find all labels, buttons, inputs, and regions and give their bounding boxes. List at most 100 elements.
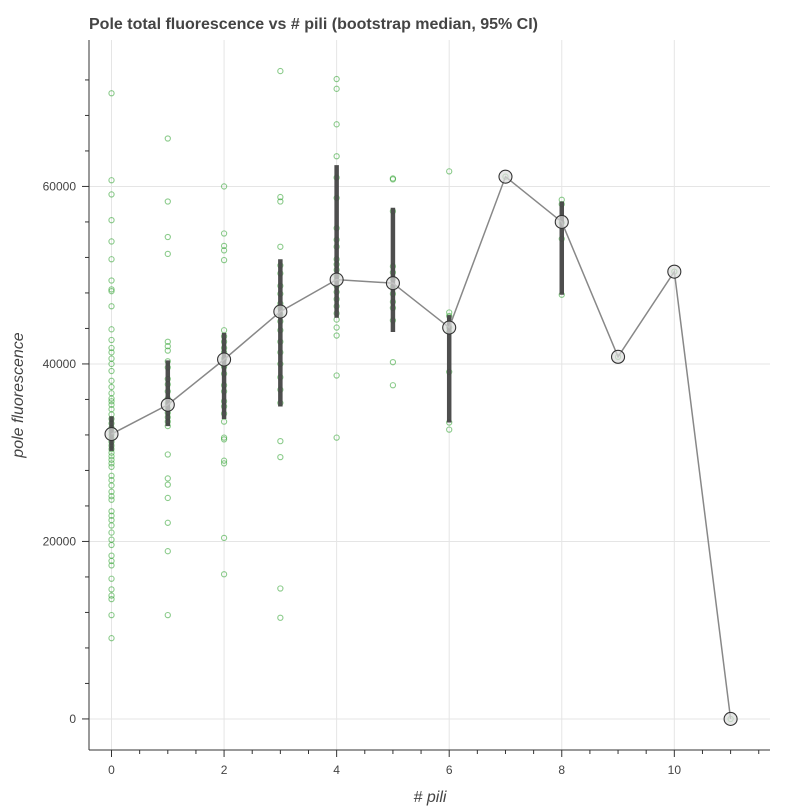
raw-point — [108, 586, 115, 593]
x-tick-label: 10 — [668, 763, 682, 777]
y-tick-label: 0 — [69, 712, 76, 726]
raw-point — [108, 496, 115, 503]
raw-point — [108, 344, 115, 352]
raw-point — [277, 585, 284, 592]
raw-point — [164, 135, 171, 142]
raw-point — [333, 121, 340, 128]
median-line — [111, 175, 732, 720]
raw-point — [108, 191, 115, 198]
raw-point — [220, 256, 228, 264]
raw-point — [220, 460, 228, 467]
raw-point — [108, 238, 115, 245]
raw-point — [164, 475, 171, 482]
raw-point — [164, 338, 171, 345]
raw-point — [108, 541, 115, 549]
raw-point — [108, 401, 115, 408]
raw-point — [164, 343, 171, 350]
median-marker — [273, 304, 288, 319]
raw-point — [333, 372, 340, 379]
raw-point — [333, 434, 340, 441]
raw-point — [108, 395, 115, 402]
raw-point — [277, 453, 284, 461]
y-axis-label: pole fluorescence — [10, 332, 27, 459]
raw-point — [446, 168, 453, 175]
raw-point — [108, 398, 115, 405]
raw-point — [164, 198, 171, 205]
raw-point — [108, 303, 115, 310]
raw-point — [108, 90, 115, 97]
raw-point — [108, 460, 115, 467]
raw-point — [108, 529, 115, 536]
raw-point — [108, 377, 115, 384]
raw-point — [108, 575, 115, 582]
raw-point — [220, 183, 228, 190]
median-marker — [160, 397, 175, 412]
raw-point — [108, 326, 115, 333]
raw-point — [220, 418, 228, 425]
raw-point — [333, 75, 340, 83]
tick-labels: 0 2 4 6 8 10 0 20000 40000 60000 — [43, 179, 682, 777]
raw-point — [164, 548, 171, 555]
median-marker — [442, 320, 457, 335]
raw-point — [108, 493, 115, 500]
raw-point — [220, 457, 228, 464]
raw-point — [220, 534, 228, 542]
raw-point — [389, 382, 397, 389]
raw-point — [164, 250, 171, 258]
median-line-group — [111, 175, 732, 720]
y-tick-label: 20000 — [43, 534, 77, 548]
raw-point — [108, 635, 115, 642]
raw-point — [108, 383, 115, 391]
raw-point — [389, 176, 397, 183]
y-tick-label: 60000 — [43, 179, 77, 193]
raw-point — [108, 463, 115, 471]
raw-point — [277, 67, 284, 75]
raw-points — [108, 67, 734, 723]
raw-point — [220, 242, 228, 250]
chart-title: Pole total fluorescence vs # pili (boots… — [89, 16, 538, 33]
median-marker — [723, 711, 738, 726]
x-axis-label: # pili — [414, 789, 447, 806]
y-tick-label: 40000 — [43, 357, 77, 371]
raw-point — [333, 332, 340, 339]
median-markers — [104, 169, 738, 726]
raw-point — [108, 508, 115, 515]
raw-point — [108, 611, 115, 619]
raw-point — [164, 233, 171, 241]
raw-point — [164, 519, 171, 526]
median-marker — [610, 349, 626, 364]
raw-point — [108, 488, 115, 495]
raw-point — [108, 367, 115, 375]
raw-point — [220, 327, 228, 334]
raw-point — [108, 453, 115, 460]
raw-point — [446, 426, 453, 433]
raw-point — [108, 522, 115, 529]
raw-point — [108, 217, 115, 224]
median-marker — [104, 426, 119, 442]
raw-point — [277, 614, 284, 621]
raw-point — [108, 177, 115, 184]
raw-point — [333, 324, 340, 331]
median-marker — [498, 169, 513, 184]
x-tick-label: 0 — [108, 763, 115, 777]
raw-point — [108, 336, 115, 344]
x-tick-label: 2 — [221, 763, 228, 777]
x-tick-label: 8 — [558, 763, 565, 777]
raw-point — [108, 256, 115, 263]
median-marker — [667, 264, 682, 279]
raw-point — [108, 557, 115, 565]
raw-point — [277, 243, 284, 250]
x-tick-label: 6 — [446, 763, 453, 777]
raw-point — [164, 451, 171, 458]
raw-point — [277, 193, 284, 201]
median-marker — [554, 214, 569, 229]
raw-point — [164, 494, 171, 502]
raw-point — [333, 85, 340, 92]
raw-point — [164, 347, 171, 354]
x-tick-label: 4 — [333, 763, 340, 777]
raw-point — [220, 247, 228, 254]
raw-point — [108, 349, 115, 356]
raw-point — [277, 198, 284, 205]
raw-point — [108, 595, 115, 603]
